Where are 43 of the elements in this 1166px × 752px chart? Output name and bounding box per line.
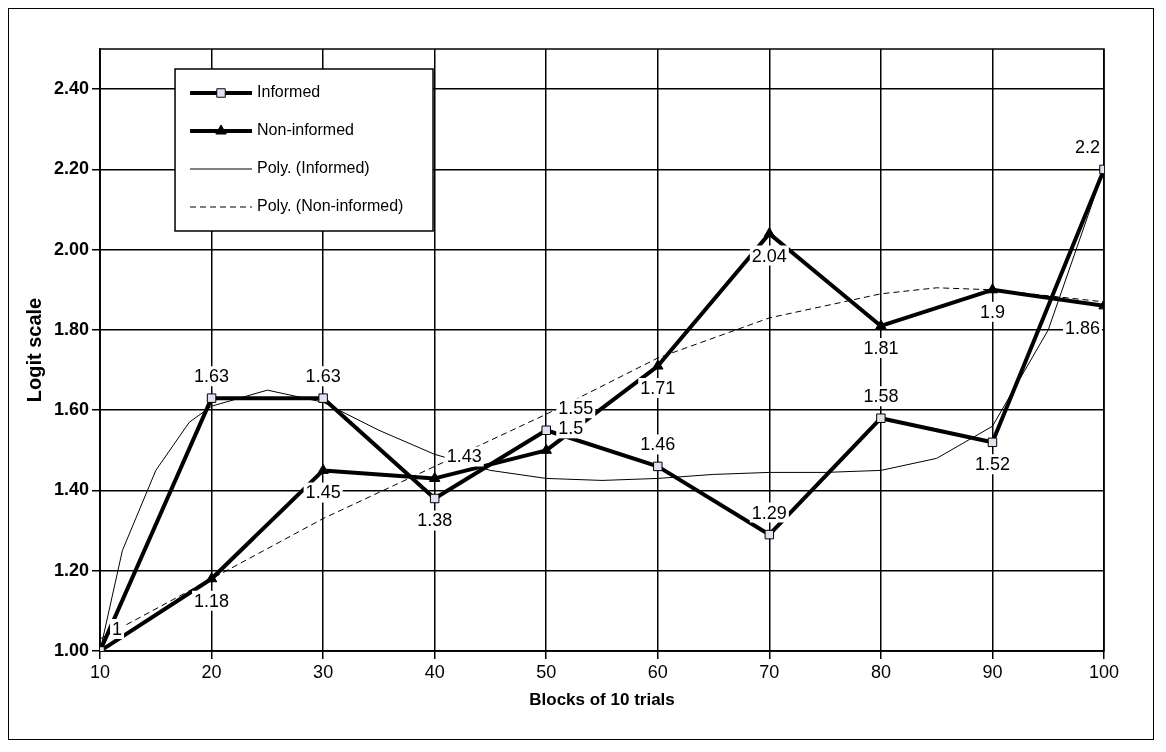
data-label: 1.43 — [446, 446, 482, 467]
data-label: 2.04 — [751, 245, 787, 266]
data-label: 1 — [112, 618, 123, 639]
x-axis-title: Blocks of 10 trials — [529, 690, 675, 710]
x-tick-label: 100 — [1088, 661, 1120, 682]
data-label: 1.55 — [558, 398, 594, 419]
y-tick-label: 2.40 — [53, 78, 90, 99]
data-label: 1.86 — [1064, 317, 1101, 338]
x-tick-label: 20 — [201, 661, 222, 682]
y-tick-label: 2.20 — [53, 158, 90, 179]
y-tick-label: 1.00 — [53, 639, 90, 660]
y-axis-title: Logit scale — [22, 297, 45, 403]
data-label: 1.63 — [305, 366, 341, 387]
data-label: 1.45 — [305, 482, 341, 503]
x-tick-label: 90 — [982, 661, 1003, 682]
y-tick-label: 1.20 — [53, 559, 90, 580]
x-tick-label: 50 — [536, 661, 557, 682]
data-label: 1.71 — [640, 378, 676, 399]
data-label: 1.18 — [194, 590, 230, 611]
legend-label: Non-informed — [257, 121, 354, 139]
x-tick-label: 70 — [759, 661, 780, 682]
x-tick-label: 80 — [870, 661, 891, 682]
data-label: 1.38 — [417, 510, 453, 531]
x-tick-label: 10 — [90, 661, 111, 682]
y-tick-label: 2.00 — [53, 238, 90, 259]
data-label: 1.9 — [979, 301, 1005, 322]
data-label: 1.52 — [974, 454, 1010, 475]
data-label: 1.29 — [751, 502, 787, 523]
x-tick-label: 40 — [424, 661, 445, 682]
data-label: 1.81 — [863, 337, 899, 358]
legend-label: Poly. (Informed) — [257, 159, 370, 177]
legend-label: Informed — [257, 83, 321, 101]
data-label: 1.58 — [863, 386, 899, 407]
data-label: 2.2 — [1074, 137, 1100, 158]
y-tick-label: 1.60 — [53, 399, 90, 420]
legend-label: Poly. (Non-informed) — [257, 197, 404, 215]
x-tick-label: 30 — [313, 661, 334, 682]
y-tick-label: 1.40 — [53, 479, 90, 500]
y-tick-label: 1.80 — [53, 318, 90, 339]
data-label: 1.5 — [558, 418, 584, 439]
data-label: 1.46 — [640, 434, 676, 455]
data-label: 1.63 — [194, 366, 230, 387]
x-tick-label: 60 — [647, 661, 668, 682]
